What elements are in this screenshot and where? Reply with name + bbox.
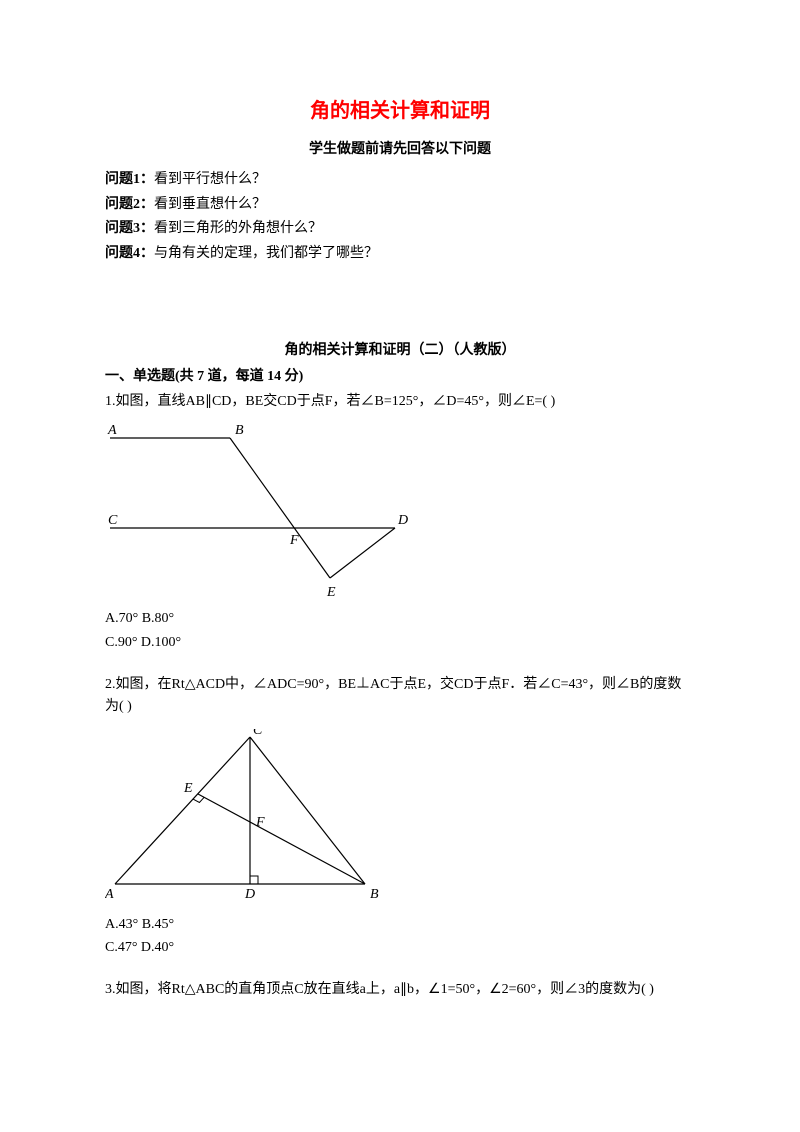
answer-row: A.70° B.80° — [105, 608, 695, 630]
svg-text:C: C — [108, 513, 118, 528]
pre-question: 问题2：看到垂直想什么？ — [105, 194, 695, 216]
question-label: 问题3： — [105, 221, 154, 236]
main-title: 角的相关计算和证明 — [105, 95, 695, 127]
question-label: 问题4： — [105, 246, 154, 261]
pre-questions: 问题1：看到平行想什么？ 问题2：看到垂直想什么？ 问题3：看到三角形的外角想什… — [105, 169, 695, 265]
question-text: 看到垂直想什么？ — [154, 197, 266, 212]
question-text: 与角有关的定理，我们都学了哪些？ — [154, 246, 378, 261]
question-label: 问题1： — [105, 172, 154, 187]
answer-row: C.90° D.100° — [105, 632, 695, 654]
figure-1: A B C F D E — [105, 423, 695, 598]
problem-text: 2.如图，在Rt△ACD中，∠ADC=90°，BE⊥AC于点E，交CD于点F．若… — [105, 674, 695, 719]
figure-2: A B C D E F — [105, 729, 695, 904]
answer-options: A.43° B.45° C.47° D.40° — [105, 914, 695, 960]
pre-question: 问题4：与角有关的定理，我们都学了哪些？ — [105, 243, 695, 265]
svg-text:B: B — [235, 423, 244, 438]
question-text: 看到三角形的外角想什么？ — [154, 221, 322, 236]
problem-text: 1.如图，直线AB∥CD，BE交CD于点F，若∠B=125°，∠D=45°，则∠… — [105, 391, 695, 413]
svg-text:C: C — [253, 729, 263, 738]
question-label: 问题2： — [105, 197, 154, 212]
svg-text:D: D — [397, 513, 408, 528]
section-title: 角的相关计算和证明（二）（人教版） — [105, 340, 695, 362]
problem-2: 2.如图，在Rt△ACD中，∠ADC=90°，BE⊥AC于点E，交CD于点F．若… — [105, 674, 695, 960]
answer-row: A.43° B.45° — [105, 914, 695, 936]
section-header: 一、单选题(共 7 道，每道 14 分) — [105, 366, 695, 388]
answer-options: A.70° B.80° C.90° D.100° — [105, 608, 695, 654]
svg-text:B: B — [370, 887, 379, 902]
answer-row: C.47° D.40° — [105, 937, 695, 959]
svg-text:A: A — [107, 423, 117, 438]
pre-question: 问题1：看到平行想什么？ — [105, 169, 695, 191]
problem-3: 3.如图，将Rt△ABC的直角顶点C放在直线a上，a∥b，∠1=50°，∠2=6… — [105, 979, 695, 1001]
problem-1: 1.如图，直线AB∥CD，BE交CD于点F，若∠B=125°，∠D=45°，则∠… — [105, 391, 695, 654]
problem-text: 3.如图，将Rt△ABC的直角顶点C放在直线a上，a∥b，∠1=50°，∠2=6… — [105, 979, 695, 1001]
svg-text:F: F — [255, 815, 265, 830]
svg-text:E: E — [183, 781, 193, 796]
subtitle: 学生做题前请先回答以下问题 — [105, 139, 695, 161]
svg-text:D: D — [244, 887, 255, 902]
question-text: 看到平行想什么？ — [154, 172, 266, 187]
svg-text:F: F — [289, 533, 299, 548]
svg-text:A: A — [105, 887, 114, 902]
pre-question: 问题3：看到三角形的外角想什么？ — [105, 218, 695, 240]
svg-text:E: E — [326, 585, 336, 598]
